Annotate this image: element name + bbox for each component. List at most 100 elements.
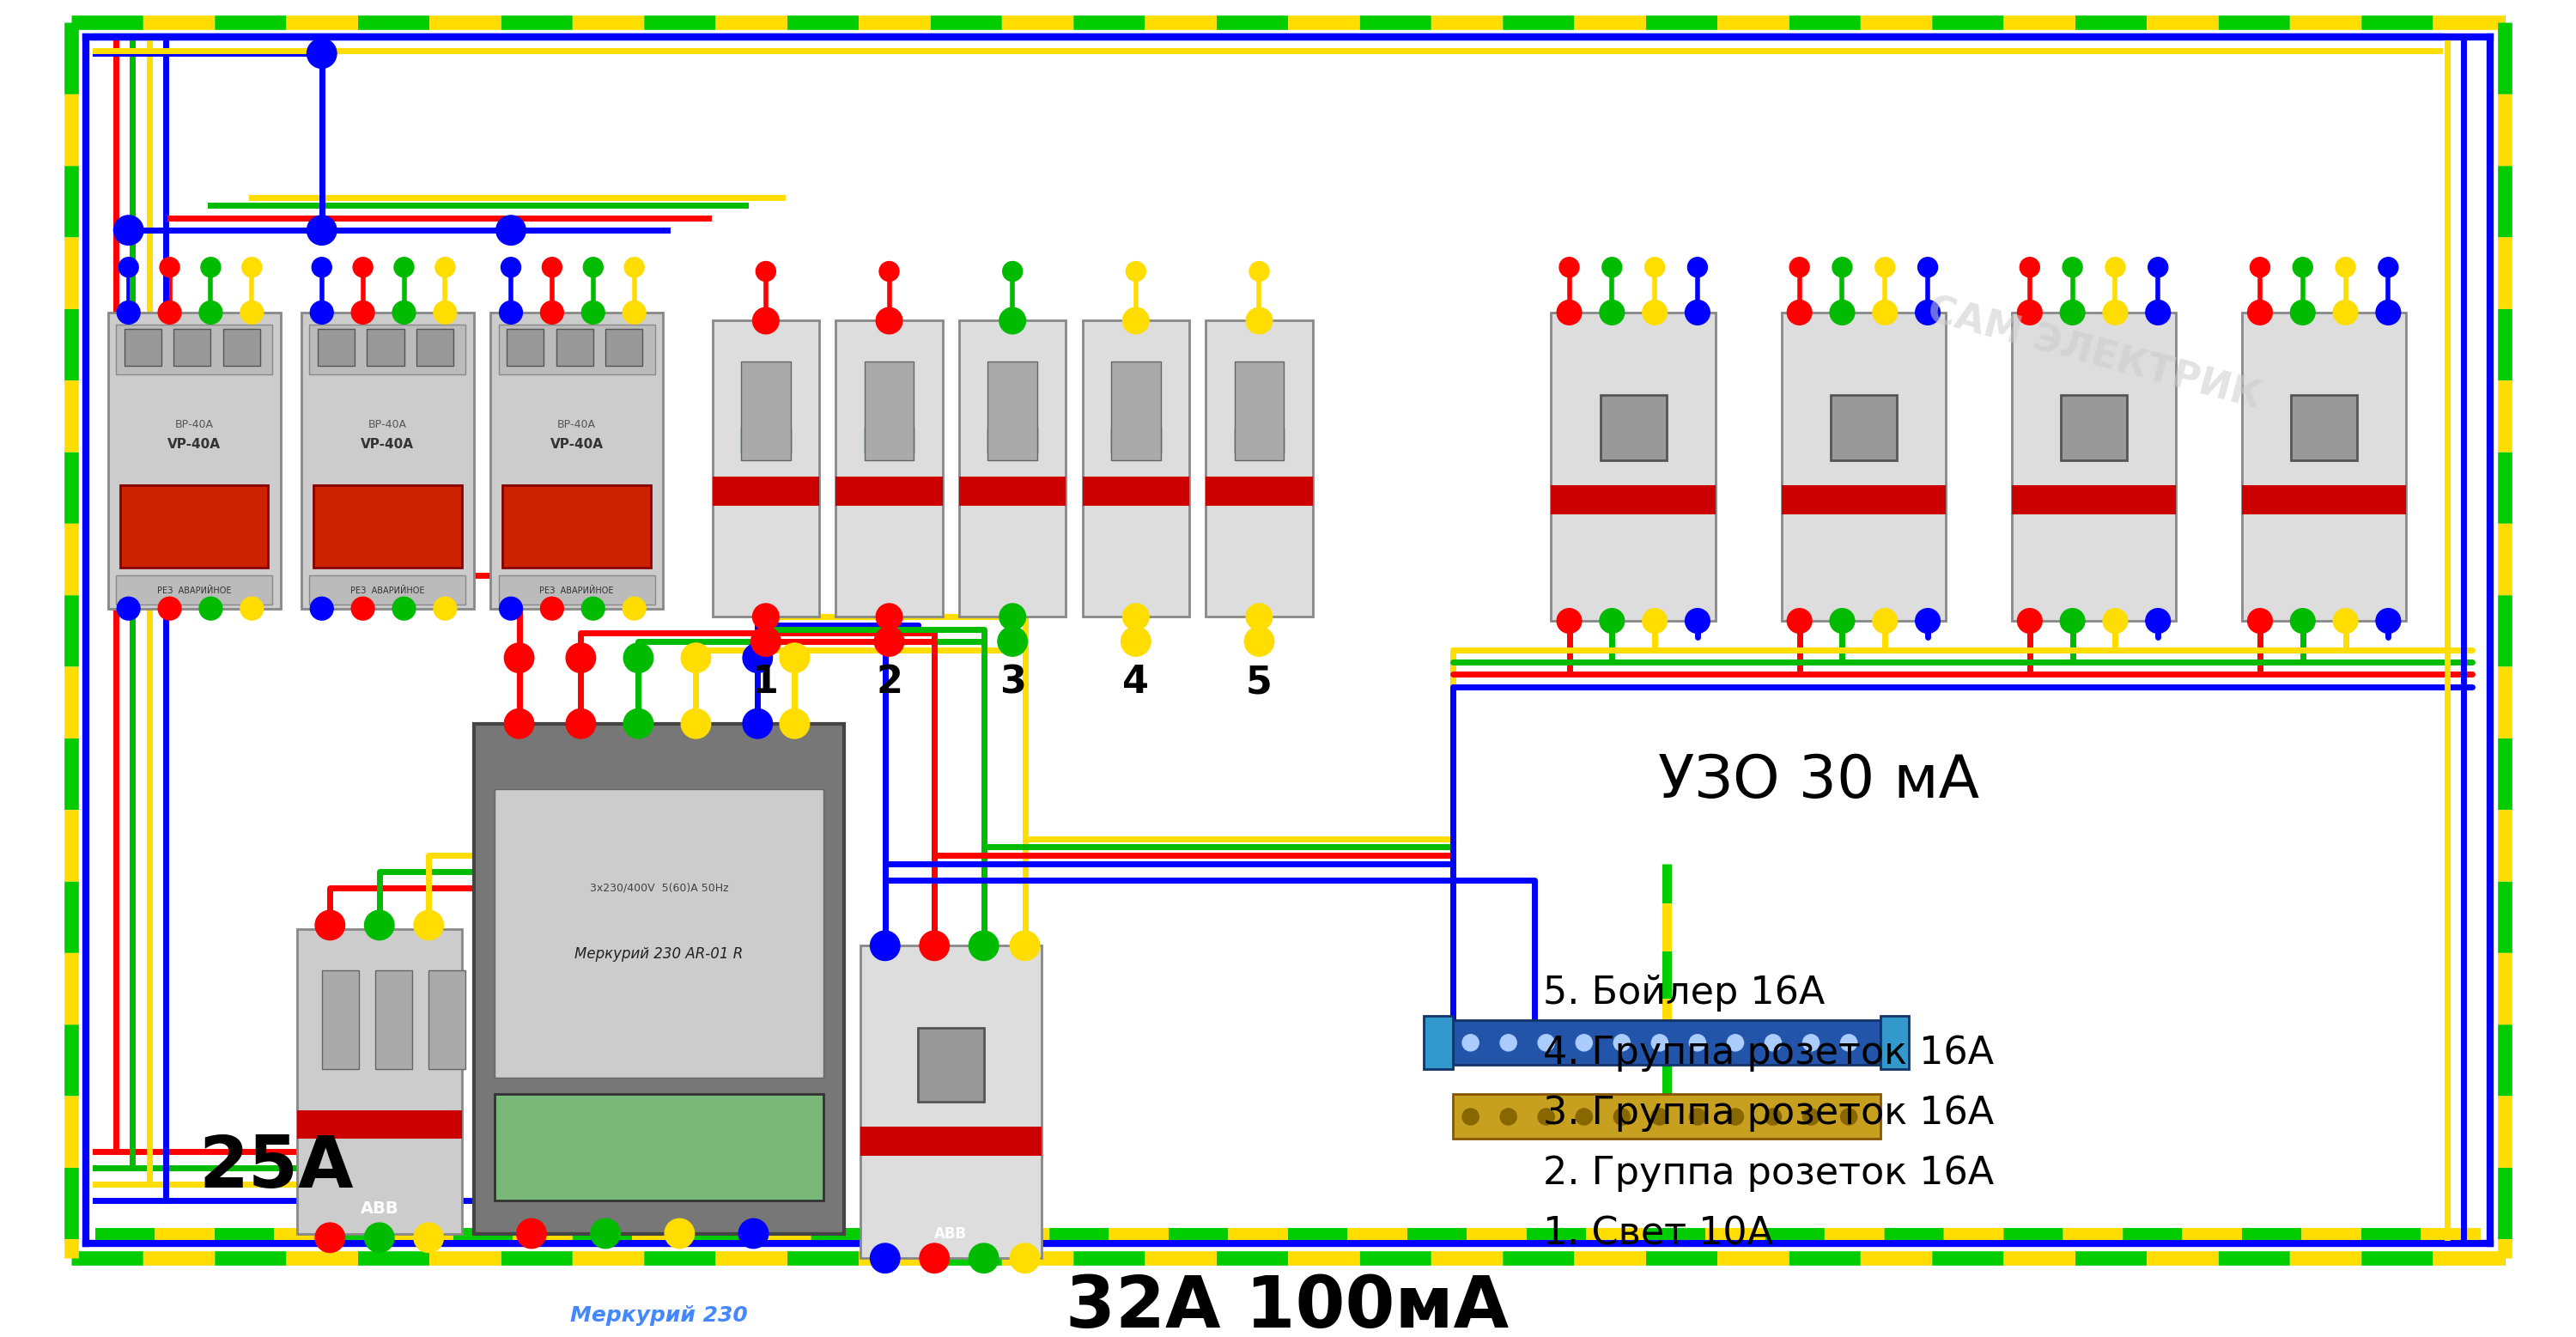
FancyBboxPatch shape: [1082, 321, 1190, 616]
Circle shape: [969, 931, 999, 960]
Text: РЕЗ  АВАРИЙНОЕ: РЕЗ АВАРИЙНОЕ: [350, 586, 425, 595]
Circle shape: [1538, 1035, 1553, 1051]
Circle shape: [2293, 258, 2313, 277]
Circle shape: [1651, 1035, 1667, 1051]
Circle shape: [623, 258, 644, 277]
Circle shape: [999, 308, 1025, 334]
Circle shape: [1499, 1108, 1517, 1124]
Text: ABB: ABB: [361, 1201, 399, 1217]
Circle shape: [2102, 301, 2128, 325]
Circle shape: [518, 1219, 546, 1249]
Circle shape: [2017, 301, 2043, 325]
Circle shape: [2105, 258, 2125, 277]
Text: РЕЗ  АВАРИЙНОЕ: РЕЗ АВАРИЙНОЕ: [538, 586, 613, 595]
Circle shape: [1803, 1108, 1819, 1124]
Circle shape: [2061, 301, 2084, 325]
Circle shape: [2146, 608, 2172, 634]
Circle shape: [240, 598, 263, 620]
Circle shape: [500, 301, 523, 324]
Circle shape: [2063, 258, 2081, 277]
Circle shape: [505, 643, 533, 673]
Circle shape: [2290, 301, 2316, 325]
Circle shape: [1917, 608, 1940, 634]
Circle shape: [582, 598, 605, 620]
FancyBboxPatch shape: [1880, 1016, 1909, 1070]
Circle shape: [623, 643, 654, 673]
FancyBboxPatch shape: [2290, 394, 2357, 460]
Circle shape: [541, 258, 562, 277]
FancyBboxPatch shape: [2061, 394, 2128, 460]
Circle shape: [878, 262, 899, 281]
Text: 5: 5: [1247, 664, 1273, 701]
Circle shape: [781, 709, 809, 738]
Circle shape: [1643, 301, 1667, 325]
Circle shape: [590, 1219, 621, 1249]
FancyBboxPatch shape: [317, 329, 355, 366]
Circle shape: [752, 308, 778, 334]
Circle shape: [433, 598, 456, 620]
Circle shape: [1842, 1035, 1857, 1051]
Circle shape: [394, 258, 415, 277]
Circle shape: [623, 709, 654, 738]
Circle shape: [1558, 258, 1579, 277]
FancyBboxPatch shape: [2241, 485, 2406, 513]
Circle shape: [1917, 301, 1940, 325]
FancyBboxPatch shape: [714, 477, 819, 505]
FancyBboxPatch shape: [1783, 313, 1945, 620]
Circle shape: [1556, 608, 1582, 634]
FancyBboxPatch shape: [224, 329, 260, 366]
Circle shape: [198, 301, 222, 324]
Circle shape: [350, 301, 374, 324]
FancyBboxPatch shape: [866, 428, 914, 452]
Circle shape: [314, 910, 345, 940]
Circle shape: [497, 215, 526, 245]
FancyBboxPatch shape: [500, 576, 654, 604]
Circle shape: [1499, 1035, 1517, 1051]
Circle shape: [2334, 301, 2357, 325]
Text: ВР-40А: ВР-40А: [556, 418, 595, 431]
Circle shape: [240, 301, 263, 324]
FancyBboxPatch shape: [866, 362, 914, 460]
Circle shape: [1873, 301, 1899, 325]
FancyBboxPatch shape: [296, 1110, 461, 1139]
FancyBboxPatch shape: [376, 971, 412, 1070]
Circle shape: [1690, 1108, 1705, 1124]
FancyBboxPatch shape: [1453, 1094, 1880, 1139]
Text: РЕЗ  АВАРИЙНОЕ: РЕЗ АВАРИЙНОЕ: [157, 586, 232, 595]
Circle shape: [2148, 258, 2169, 277]
Circle shape: [1247, 308, 1273, 334]
FancyBboxPatch shape: [714, 321, 819, 616]
Circle shape: [2375, 301, 2401, 325]
Circle shape: [623, 598, 647, 620]
FancyBboxPatch shape: [1425, 1016, 1453, 1070]
FancyBboxPatch shape: [417, 329, 453, 366]
Circle shape: [500, 598, 523, 620]
Circle shape: [312, 258, 332, 277]
Circle shape: [2102, 608, 2128, 634]
Circle shape: [541, 598, 564, 620]
Circle shape: [1244, 627, 1275, 656]
FancyBboxPatch shape: [296, 929, 461, 1234]
FancyBboxPatch shape: [366, 329, 404, 366]
Circle shape: [873, 627, 904, 656]
FancyBboxPatch shape: [917, 1028, 984, 1102]
Text: 3х230/400V  5(60)A 50Hz: 3х230/400V 5(60)A 50Hz: [590, 882, 729, 893]
FancyBboxPatch shape: [428, 971, 466, 1070]
Circle shape: [876, 308, 902, 334]
Circle shape: [920, 1243, 948, 1273]
Circle shape: [582, 301, 605, 324]
Text: 3: 3: [999, 664, 1025, 701]
Circle shape: [1919, 258, 1937, 277]
Text: VP-40A: VP-40A: [551, 439, 603, 451]
Circle shape: [541, 301, 564, 324]
Circle shape: [582, 258, 603, 277]
Circle shape: [1010, 1243, 1041, 1273]
FancyBboxPatch shape: [958, 477, 1066, 505]
Circle shape: [505, 709, 533, 738]
Circle shape: [1602, 258, 1623, 277]
Circle shape: [739, 1219, 768, 1249]
Circle shape: [742, 643, 773, 673]
FancyBboxPatch shape: [835, 321, 943, 616]
Circle shape: [1600, 608, 1625, 634]
FancyBboxPatch shape: [2241, 313, 2406, 620]
